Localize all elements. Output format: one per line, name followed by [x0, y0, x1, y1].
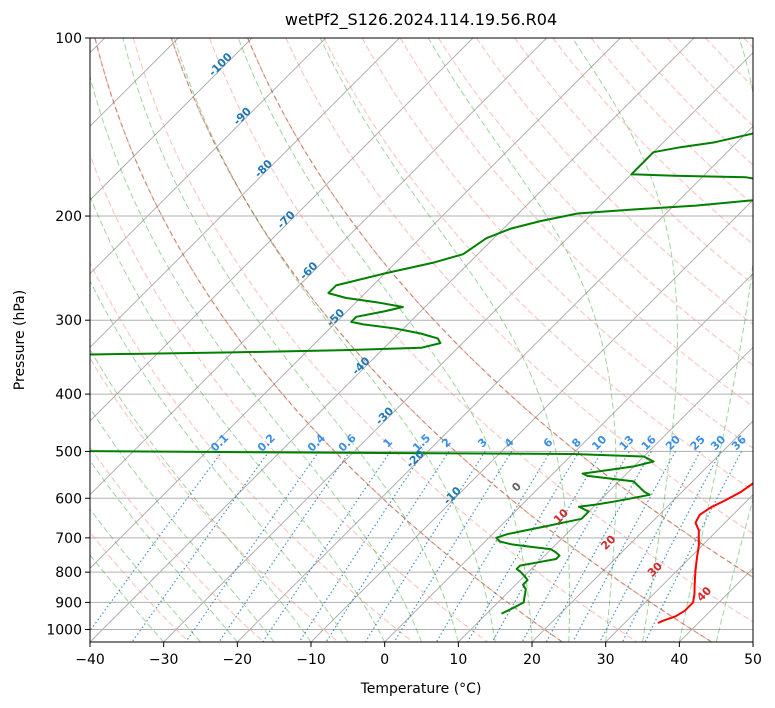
isotherm-gridline [384, 272, 753, 642]
y-tick-label: 500 [55, 444, 82, 460]
x-tick-label: 50 [744, 652, 762, 668]
y-tick-label: 300 [55, 313, 82, 329]
isotherm-gridline [90, 38, 253, 201]
dry-adiabat-line [285, 38, 753, 535]
x-tick-label: −40 [75, 652, 105, 668]
x-tick-label: 40 [670, 652, 688, 668]
isotherm-gridline [163, 51, 753, 642]
mixing-ratio-line [131, 451, 270, 642]
dry-adiabat-line [90, 357, 339, 642]
isotherm-gridline [310, 199, 753, 642]
dry-adiabat-line [361, 38, 753, 449]
moist-adiabat-line [319, 38, 570, 642]
mixing-ratio-line [218, 451, 351, 642]
isotherm-gridline [531, 420, 753, 642]
x-tick-label: −30 [149, 652, 179, 668]
isotherm-gridline [90, 38, 400, 349]
y-tick-label: 600 [55, 491, 82, 507]
x-tick-label: 20 [523, 652, 541, 668]
sounding-series-line [90, 132, 753, 615]
moist-adiabat-line [90, 74, 422, 642]
dry-adiabat-line [90, 446, 264, 642]
mixing-ratio-line [90, 451, 223, 632]
x-tick-label: 30 [597, 652, 615, 668]
mixing-ratio-line [599, 451, 701, 642]
mixing-ratio-line [364, 451, 486, 642]
y-tick-label: 400 [55, 387, 82, 403]
isotherm-gridline [90, 38, 327, 275]
mixing-ratio-line [262, 451, 391, 642]
dry-adiabat-line [132, 38, 638, 642]
dry-adiabat-line [90, 531, 190, 642]
plot-frame [89, 37, 754, 643]
x-tick-label: 0 [380, 652, 389, 668]
reference-curve-line [94, 38, 563, 642]
isotherm-gridline [605, 493, 753, 642]
x-tick-label: −10 [296, 652, 326, 668]
mixing-ratio-line [644, 451, 743, 642]
moist-adiabat-line [173, 38, 496, 642]
y-axis-label: Pressure (hPa) [12, 290, 28, 390]
dry-adiabat-line [90, 153, 488, 642]
chart-title: wetPf2_S126.2024.114.19.56.R04 [285, 10, 557, 30]
moist-adiabat-line [571, 38, 678, 642]
x-axis-label: Temperature (°C) [360, 681, 482, 697]
moist-adiabat-line [90, 194, 386, 642]
isotherm-gridline [90, 38, 474, 422]
mixing-ratio-line [621, 451, 722, 642]
isotherm-gridline [90, 38, 695, 642]
x-tick-label: −20 [223, 652, 253, 668]
isotherm-gridline [90, 38, 548, 496]
dry-adiabat-line [399, 38, 753, 408]
reference-curve-line [170, 38, 713, 642]
moist-adiabat-line [90, 348, 312, 642]
y-tick-label: 100 [55, 31, 82, 47]
moist-adiabat-line [90, 459, 238, 642]
mixing-ratio-line [572, 451, 677, 642]
moist-adiabat-line [427, 38, 617, 642]
moist-adiabat-line [122, 38, 459, 642]
moist-adiabat-line [237, 38, 533, 642]
isotherm-gridline [90, 38, 621, 570]
dry-adiabat-line [90, 261, 414, 642]
mixing-ratio-line [491, 451, 603, 642]
mixing-ratio-line [298, 451, 425, 642]
moist-adiabat-line [90, 508, 201, 642]
y-tick-label: 200 [55, 209, 82, 225]
sounding-series-line [657, 482, 753, 624]
y-tick-label: 800 [55, 565, 82, 581]
moist-adiabat-line [90, 407, 275, 642]
y-tick-label: 1000 [46, 622, 82, 638]
mixing-ratio-line [393, 451, 513, 642]
mixing-ratio-line [545, 451, 652, 642]
isotherm-gridline [457, 346, 753, 642]
x-tick-label: 10 [449, 652, 467, 668]
mixing-ratio-line [185, 451, 320, 642]
moist-adiabat-line [678, 38, 753, 642]
moist-adiabat-line [90, 554, 165, 642]
y-tick-label: 900 [55, 595, 82, 611]
isotherm-gridline [236, 125, 753, 642]
y-tick-label: 700 [55, 531, 82, 547]
reference-curve-line [247, 38, 753, 578]
